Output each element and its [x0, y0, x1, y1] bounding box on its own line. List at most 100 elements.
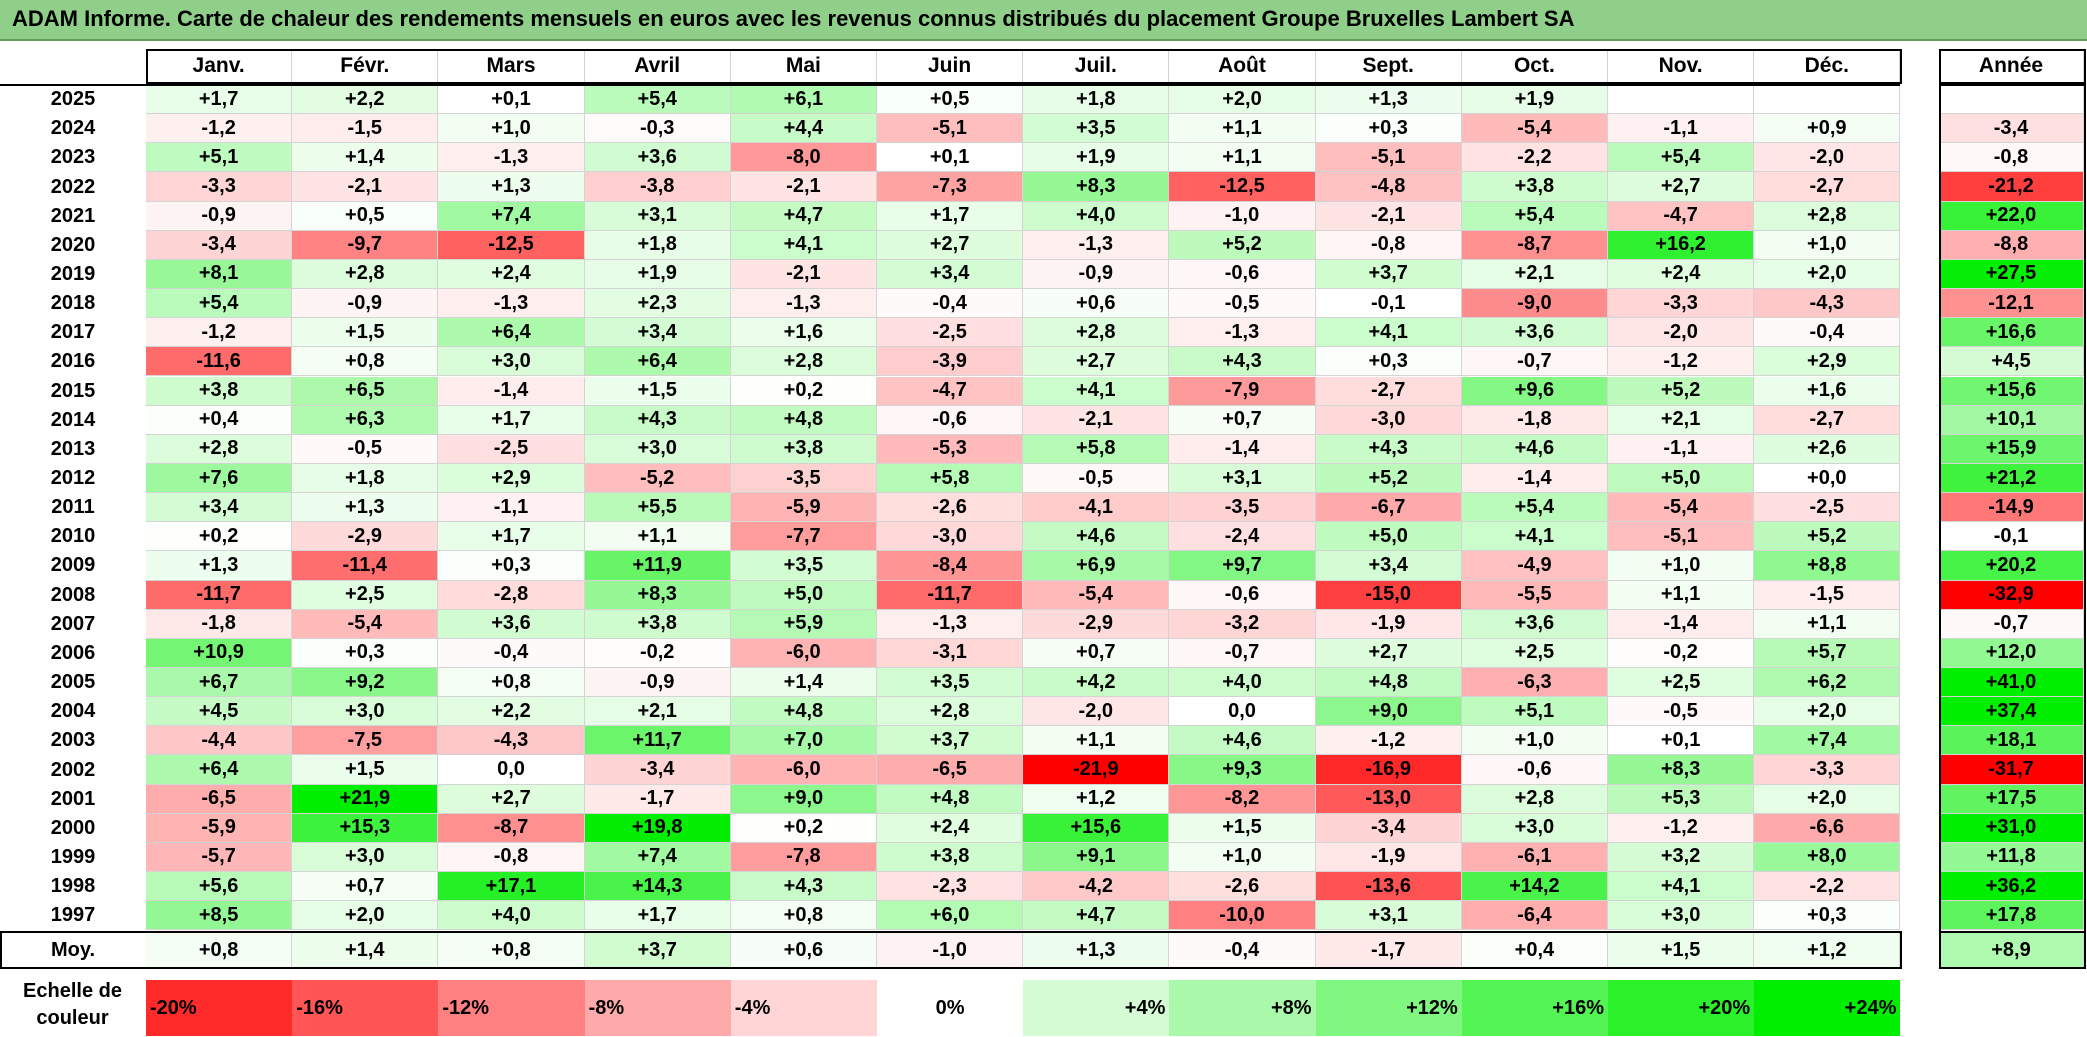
heatmap-cell: +2,1 — [1461, 259, 1608, 290]
scale-swatch: +4% — [1023, 980, 1170, 1036]
heatmap-cell: +1,7 — [877, 201, 1024, 231]
heatmap-cell: +2,7 — [1023, 347, 1170, 377]
heatmap-cell: +0,2 — [146, 522, 293, 552]
heatmap-cell: -5,5 — [1461, 580, 1608, 610]
heatmap-cell — [1608, 85, 1755, 115]
average-cell: +1,3 — [1023, 933, 1170, 968]
annual-cell: +4,5 — [1939, 347, 2084, 377]
heatmap-cell: +3,6 — [1461, 609, 1608, 639]
heatmap-cell: -3,5 — [730, 463, 877, 494]
heatmap-cell: 0,0 — [1169, 697, 1316, 727]
heatmap-cell: +4,0 — [1023, 201, 1170, 231]
heatmap-cell: +8,0 — [1754, 842, 1901, 873]
heatmap-cell: +9,7 — [1169, 551, 1316, 581]
heatmap-cell: +1,7 — [438, 405, 585, 435]
heatmap-cell: -0,1 — [1315, 289, 1462, 319]
heatmap-cell: +2,9 — [1754, 347, 1901, 377]
heatmap-cell: -7,9 — [1169, 376, 1316, 406]
scale-swatch: +8% — [1169, 980, 1316, 1036]
heatmap-cell: +0,2 — [730, 376, 877, 406]
scale-swatch: -16% — [292, 980, 439, 1036]
heatmap-cell: +8,5 — [146, 901, 293, 931]
heatmap-cell: +4,3 — [730, 872, 877, 902]
heatmap-cell: +1,5 — [584, 376, 731, 406]
heatmap-cell: +2,8 — [877, 697, 1024, 727]
heatmap-cell: -1,3 — [877, 609, 1024, 639]
heatmap-cell: +1,8 — [292, 463, 439, 494]
heatmap-cell: +6,3 — [292, 405, 439, 435]
heatmap-cell: +3,8 — [1461, 172, 1608, 202]
annual-cell: +37,4 — [1939, 697, 2084, 727]
heatmap-cell: -1,4 — [1169, 434, 1316, 464]
heatmap-cell: +3,5 — [730, 551, 877, 581]
heatmap-cell: +0,3 — [1315, 347, 1462, 377]
heatmap-cell: -2,5 — [438, 434, 585, 464]
heatmap-cell: -2,0 — [1608, 318, 1755, 348]
year-label: 2002 — [50, 758, 96, 781]
heatmap-cell: -1,9 — [1315, 842, 1462, 873]
heatmap-cell: +4,8 — [1315, 668, 1462, 698]
heatmap-cell: +2,4 — [877, 813, 1024, 843]
heatmap-cell: +1,1 — [1023, 726, 1170, 756]
heatmap-cell: -2,1 — [730, 259, 877, 290]
heatmap-cell: -0,3 — [584, 114, 731, 144]
average-annual-cell: +8,9 — [1939, 933, 2084, 968]
column-header: Nov. — [1608, 49, 1755, 83]
heatmap-cell: +1,1 — [1169, 143, 1316, 173]
heatmap-cell: +1,7 — [584, 901, 731, 931]
heatmap-cell: +10,9 — [146, 638, 293, 668]
heatmap-cell: -4,7 — [1608, 201, 1755, 231]
year-label: 2005 — [50, 671, 96, 694]
heatmap-cell: +3,4 — [1315, 551, 1462, 581]
heatmap-cell: +14,3 — [584, 872, 731, 902]
heatmap-cell: +2,2 — [292, 85, 439, 115]
annual-header: Année — [1939, 49, 2084, 83]
heatmap-cell: -2,7 — [1315, 376, 1462, 406]
heatmap-cell: -4,7 — [877, 376, 1024, 406]
heatmap-cell: +2,5 — [1461, 638, 1608, 668]
heatmap-cell: -1,1 — [438, 493, 585, 523]
heatmap-cell: +2,4 — [438, 259, 585, 290]
annual-cell: +10,1 — [1939, 405, 2084, 435]
heatmap-cell: +9,1 — [1023, 842, 1170, 873]
heatmap-cell: +5,1 — [146, 143, 293, 173]
heatmap-cell: +2,0 — [1169, 85, 1316, 115]
heatmap-cell: -12,5 — [438, 230, 585, 260]
annual-cell: +20,2 — [1939, 551, 2084, 581]
heatmap-cell: +3,7 — [877, 726, 1024, 756]
heatmap-cell: -1,2 — [1608, 813, 1755, 843]
heatmap-cell: +2,7 — [1315, 638, 1462, 668]
heatmap-cell: +3,4 — [877, 259, 1024, 290]
annual-cell: -12,1 — [1939, 289, 2084, 319]
heatmap-cell: +1,0 — [1754, 230, 1901, 260]
heatmap-cell: -0,5 — [1023, 463, 1170, 494]
heatmap-cell: -1,2 — [1608, 347, 1755, 377]
heatmap-cell: +3,5 — [1023, 114, 1170, 144]
heatmap-cell: -2,6 — [877, 493, 1024, 523]
heatmap-cell: -1,1 — [1608, 434, 1755, 464]
heatmap-cell: +5,0 — [1315, 522, 1462, 552]
heatmap-cell: -7,5 — [292, 726, 439, 756]
heatmap-cell: -0,7 — [1169, 638, 1316, 668]
heatmap-cell: +9,0 — [730, 784, 877, 814]
heatmap-cell: -3,3 — [146, 172, 293, 202]
year-label: 2007 — [50, 612, 96, 635]
average-cell: -1,0 — [877, 933, 1024, 968]
heatmap-cell: -5,4 — [292, 609, 439, 639]
heatmap-cell: -1,2 — [146, 114, 293, 144]
heatmap-cell: +6,9 — [1023, 551, 1170, 581]
heatmap-cell: +1,3 — [438, 172, 585, 202]
column-header: Juil. — [1023, 49, 1170, 83]
heatmap-cell: +1,5 — [1169, 813, 1316, 843]
scale-swatch: +12% — [1315, 980, 1462, 1036]
average-cell: +3,7 — [584, 933, 731, 968]
heatmap-cell: +2,7 — [877, 230, 1024, 260]
heatmap-cell: +3,1 — [1169, 463, 1316, 494]
heatmap-cell: -1,8 — [1461, 405, 1608, 435]
heatmap-cell: +11,9 — [584, 551, 731, 581]
heatmap-cell: -13,0 — [1315, 784, 1462, 814]
heatmap-cell: -2,6 — [1169, 872, 1316, 902]
heatmap-cell: +9,3 — [1169, 755, 1316, 785]
heatmap-cell: -3,1 — [877, 638, 1024, 668]
annual-cell: -21,2 — [1939, 172, 2084, 202]
